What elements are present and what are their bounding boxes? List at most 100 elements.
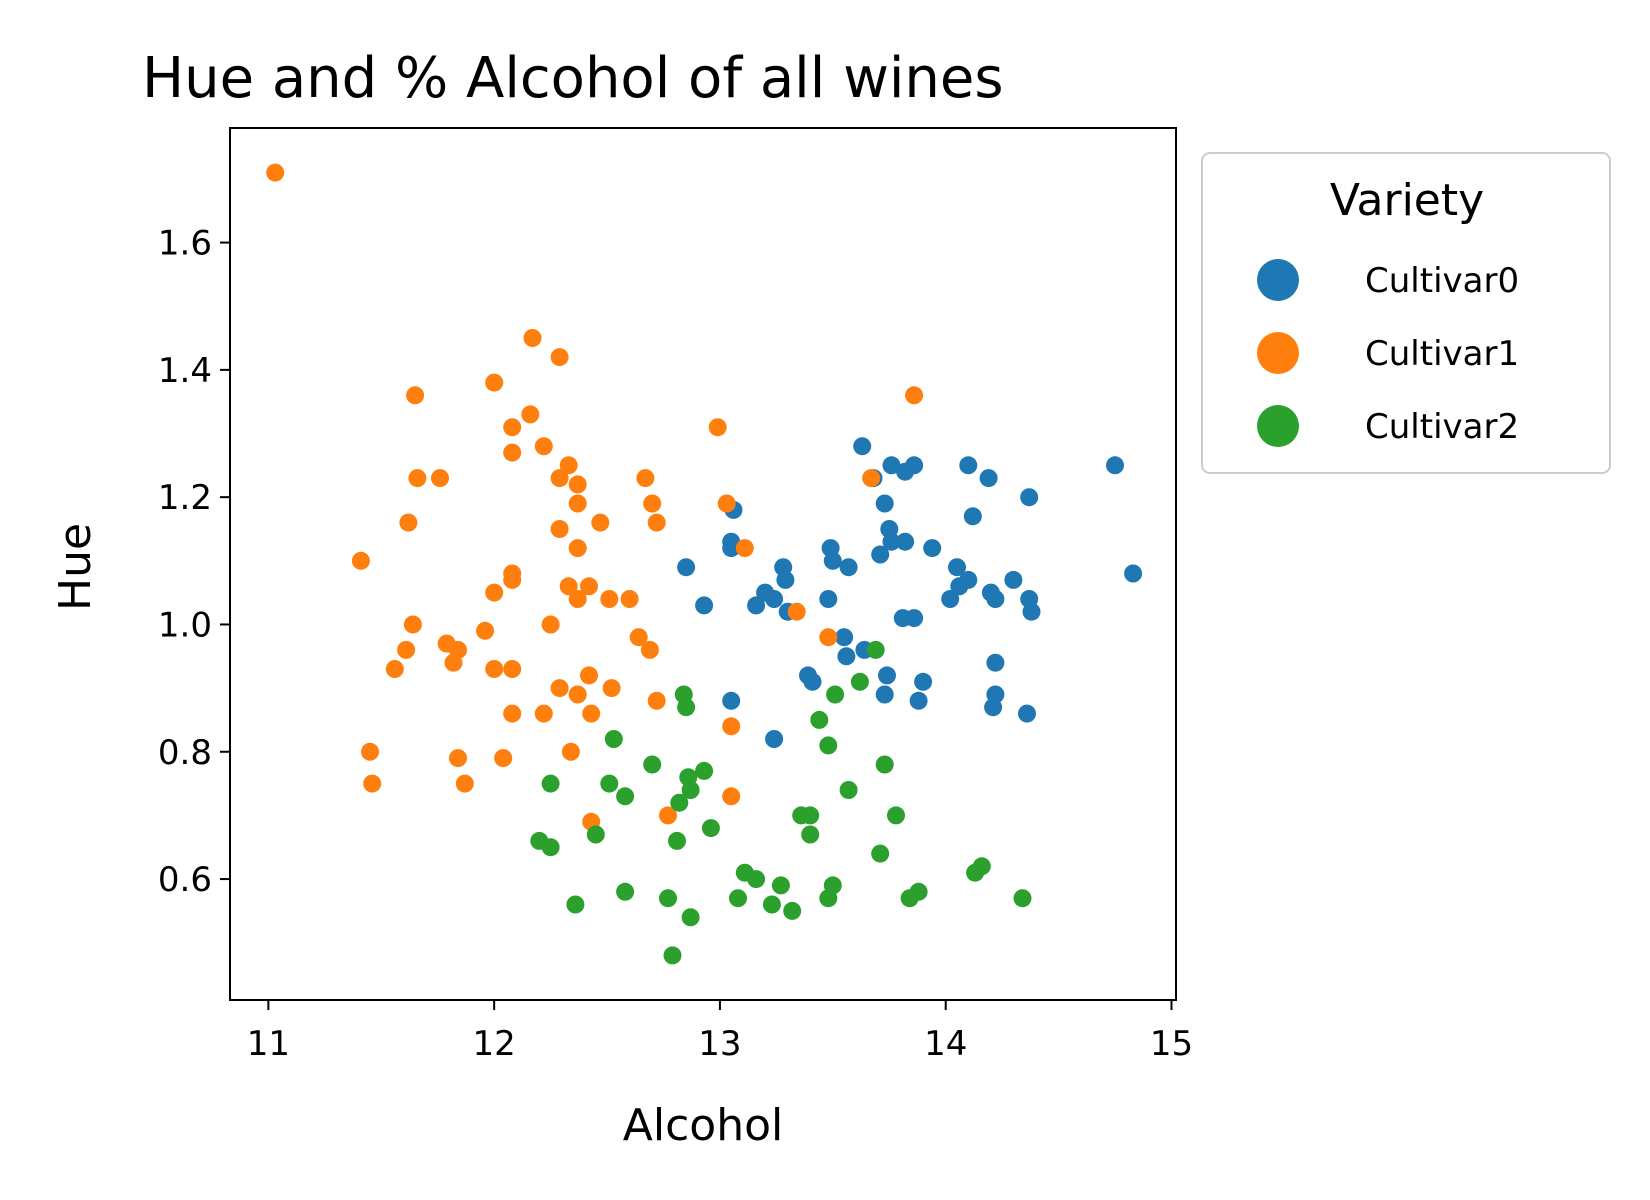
- data-point: [266, 164, 284, 182]
- data-point: [449, 749, 467, 767]
- data-point: [648, 514, 666, 532]
- data-point: [603, 679, 621, 697]
- data-point: [569, 590, 587, 608]
- data-point: [736, 539, 754, 557]
- data-point: [542, 838, 560, 856]
- data-point: [923, 539, 941, 557]
- data-point: [582, 705, 600, 723]
- data-point: [542, 616, 560, 634]
- data-point: [914, 673, 932, 691]
- data-point: [840, 558, 858, 576]
- data-point: [788, 603, 806, 621]
- data-point: [485, 374, 503, 392]
- data-point: [521, 405, 539, 423]
- data-point: [887, 806, 905, 824]
- data-point: [600, 590, 618, 608]
- data-point: [853, 437, 871, 455]
- data-point: [600, 775, 618, 793]
- data-point: [1020, 488, 1038, 506]
- data-point: [664, 946, 682, 964]
- y-tick-label: 0.8: [158, 733, 212, 773]
- y-tick-label: 1.4: [158, 351, 212, 391]
- data-point: [503, 444, 521, 462]
- legend-marker: [1257, 259, 1299, 301]
- legend-label: Cultivar2: [1365, 407, 1519, 447]
- data-point: [591, 514, 609, 532]
- data-point: [485, 660, 503, 678]
- data-point: [503, 418, 521, 436]
- data-point: [1014, 889, 1032, 907]
- data-point: [361, 743, 379, 761]
- data-point: [910, 692, 928, 710]
- data-point: [641, 641, 659, 659]
- data-point: [397, 641, 415, 659]
- data-point: [569, 539, 587, 557]
- data-point: [819, 628, 837, 646]
- data-point: [535, 437, 553, 455]
- data-point: [959, 456, 977, 474]
- data-point: [695, 762, 713, 780]
- data-point: [524, 329, 542, 347]
- data-point: [826, 686, 844, 704]
- data-point: [986, 590, 1004, 608]
- data-point: [363, 775, 381, 793]
- data-point: [503, 660, 521, 678]
- plot-frame: [230, 128, 1176, 1000]
- data-point: [810, 711, 828, 729]
- series-Cultivar0: [677, 437, 1142, 748]
- x-tick-label: 12: [473, 1024, 516, 1064]
- y-tick-label: 0.6: [158, 860, 212, 900]
- data-point: [776, 571, 794, 589]
- y-tick-label: 1.6: [158, 224, 212, 264]
- data-point: [643, 756, 661, 774]
- y-tick-label: 1.2: [158, 478, 212, 518]
- data-point: [910, 883, 928, 901]
- data-point: [765, 730, 783, 748]
- legend-label: Cultivar0: [1365, 261, 1519, 301]
- data-point: [896, 533, 914, 551]
- data-point: [386, 660, 404, 678]
- data-point: [445, 654, 463, 672]
- data-point: [851, 673, 869, 691]
- data-point: [551, 348, 569, 366]
- data-point: [569, 495, 587, 513]
- legend: Variety Cultivar0Cultivar1Cultivar2: [1202, 153, 1610, 473]
- data-point: [569, 686, 587, 704]
- data-point: [682, 908, 700, 926]
- data-point: [772, 876, 790, 894]
- data-point: [1106, 456, 1124, 474]
- data-point: [765, 590, 783, 608]
- data-point: [408, 469, 426, 487]
- data-point: [503, 571, 521, 589]
- data-point: [1124, 565, 1142, 583]
- data-point: [862, 469, 880, 487]
- data-point: [566, 896, 584, 914]
- x-tick-label: 15: [1150, 1024, 1193, 1064]
- data-point: [837, 647, 855, 665]
- legend-marker: [1257, 405, 1299, 447]
- data-point: [551, 679, 569, 697]
- data-point: [659, 889, 677, 907]
- data-point: [867, 641, 885, 659]
- data-point: [476, 622, 494, 640]
- data-point: [876, 686, 894, 704]
- data-point: [562, 743, 580, 761]
- data-point: [763, 896, 781, 914]
- data-point: [1018, 705, 1036, 723]
- data-point: [783, 902, 801, 920]
- data-point: [677, 698, 695, 716]
- data-point: [986, 654, 1004, 672]
- data-point: [824, 552, 842, 570]
- data-point: [616, 883, 634, 901]
- data-point: [643, 495, 661, 513]
- plot-area: [230, 128, 1176, 1000]
- data-point: [636, 469, 654, 487]
- data-point: [871, 845, 889, 863]
- data-point: [621, 590, 639, 608]
- data-point: [964, 507, 982, 525]
- data-point: [876, 495, 894, 513]
- data-point: [587, 826, 605, 844]
- chart-title: Hue and % Alcohol of all wines: [142, 46, 1004, 111]
- y-axis-ticks: 0.6 0.8 1.0 1.2 1.4 1.6: [158, 224, 230, 900]
- data-point: [1004, 571, 1022, 589]
